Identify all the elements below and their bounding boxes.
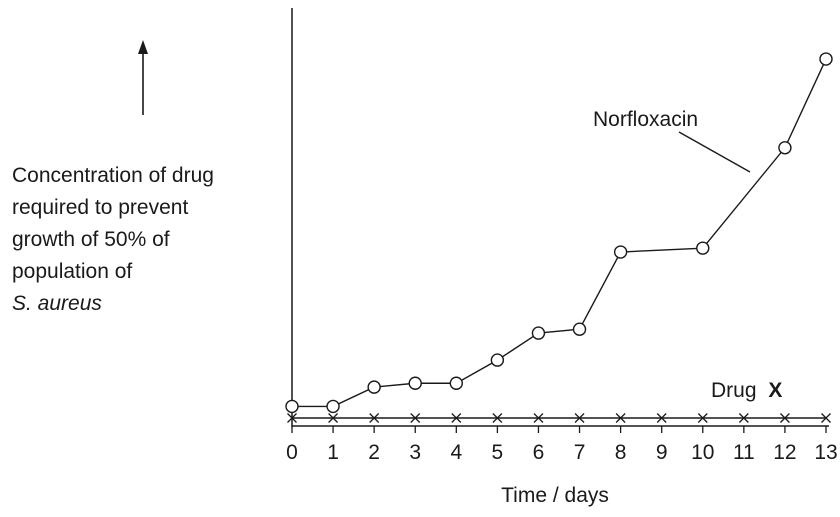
- x-tick-label: 10: [691, 441, 714, 464]
- y-axis-arrow: [138, 40, 148, 115]
- drug-x-point: [574, 413, 585, 423]
- y-axis-label-line: required to prevent: [12, 196, 188, 219]
- x-tick-label: 6: [533, 441, 545, 464]
- norfloxacin-point: [449, 376, 464, 390]
- drug-x-point: [533, 413, 544, 423]
- y-axis-label-organism: S. aureus: [12, 292, 102, 315]
- x-tick-label: 1: [327, 441, 339, 464]
- norfloxacin-point: [778, 141, 792, 155]
- x-axis-ticks: [291, 426, 827, 433]
- x-tick-label: 8: [615, 441, 627, 464]
- x-tick-label: 0: [286, 441, 298, 464]
- norfloxacin-line: [292, 58, 827, 408]
- drug-x-point: [369, 413, 380, 423]
- drug-x-point: [328, 413, 339, 423]
- x-tick-label: 7: [574, 441, 586, 464]
- norfloxacin-point: [572, 322, 587, 336]
- drug-x-point: [492, 413, 503, 423]
- norfloxacin-point: [285, 399, 299, 414]
- x-tick-label: 9: [656, 441, 668, 464]
- series-drug-x: [287, 413, 831, 423]
- norfloxacin-point: [408, 376, 422, 390]
- y-axis-label-line: population of: [12, 260, 132, 283]
- norfloxacin-point: [613, 245, 628, 259]
- drug-x-label: Drug X: [711, 379, 782, 402]
- x-axis-tick-labels: 0 1 2 3 4 5 6 7 8 9 10 11 12 13: [286, 441, 838, 464]
- drug-x-point: [615, 413, 626, 423]
- drug-x-point: [287, 413, 297, 423]
- drug-x-label-letter: X: [768, 379, 782, 402]
- drug-x-label-text: Drug: [711, 379, 757, 402]
- x-axis-label: Time / days: [501, 484, 609, 507]
- x-tick-label: 4: [450, 441, 462, 464]
- drug-x-point: [410, 413, 421, 423]
- norfloxacin-annotation: Norfloxacin: [593, 108, 751, 173]
- x-tick-label: 13: [814, 441, 837, 464]
- norfloxacin-leader-line: [678, 131, 751, 173]
- x-tick-label: 12: [773, 441, 796, 464]
- norfloxacin-label: Norfloxacin: [593, 108, 698, 131]
- x-tick-label: 5: [492, 441, 504, 464]
- norfloxacin-point: [696, 241, 710, 255]
- norfloxacin-point: [490, 353, 505, 367]
- norfloxacin-point: [531, 326, 546, 340]
- x-tick-label: 2: [368, 441, 380, 464]
- drug-x-point: [697, 413, 708, 423]
- drug-x-point: [779, 413, 790, 423]
- norfloxacin-point: [367, 380, 381, 394]
- drug-x-point: [821, 413, 831, 423]
- y-axis-label-line: Concentration of drug: [12, 164, 214, 187]
- drug-x-point: [451, 413, 462, 423]
- x-tick-label: 11: [733, 441, 755, 464]
- drug-x-point: [738, 413, 749, 423]
- series-norfloxacin: [285, 52, 833, 414]
- y-axis-label-line: growth of 50% of: [12, 228, 170, 251]
- drug-x-point: [656, 413, 667, 423]
- x-tick-label: 3: [409, 441, 421, 464]
- norfloxacin-point: [819, 52, 833, 66]
- norfloxacin-point: [326, 399, 340, 414]
- y-axis-label: Concentration of drug required to preven…: [12, 164, 218, 315]
